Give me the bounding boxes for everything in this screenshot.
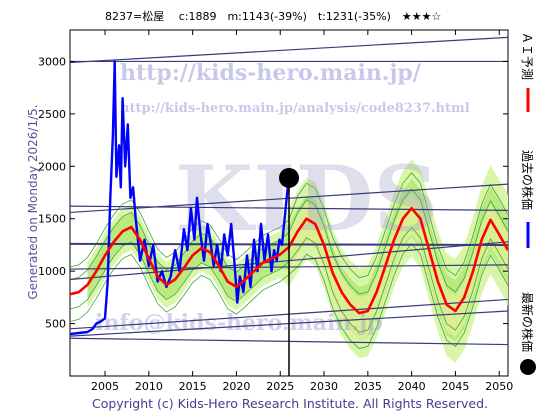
copyright-text: Copyright (c) Kids-Hero Research Institu… xyxy=(92,396,488,411)
trend-line xyxy=(70,36,508,64)
y-tick-label: 1500 xyxy=(38,213,66,226)
y-tick-label: 1000 xyxy=(38,265,66,278)
legend-latest-marker xyxy=(520,359,536,375)
y-tick-label: 2000 xyxy=(38,160,66,173)
x-tick-label: 2030 xyxy=(310,380,338,393)
x-tick-label: 2035 xyxy=(354,380,382,393)
watermark-logo: KIDS xyxy=(175,146,438,252)
x-tick-label: 2015 xyxy=(179,380,207,393)
x-tick-label: 2050 xyxy=(485,380,513,393)
series-past-price xyxy=(70,60,291,336)
y-tick-label: 3000 xyxy=(38,55,66,68)
y-tick-label: 2500 xyxy=(38,108,66,121)
x-tick-label: 2045 xyxy=(441,380,469,393)
legend-past-label: 過去の株価 xyxy=(520,150,535,210)
current-price-marker xyxy=(279,167,299,188)
watermark-url-analysis: http://kids-hero.main.jp/analysis/code82… xyxy=(120,101,470,116)
x-tick-label: 2010 xyxy=(135,380,163,393)
x-tick-label: 2020 xyxy=(222,380,250,393)
x-tick-label: 2025 xyxy=(266,380,294,393)
plot-content: http://kids-hero.main.jp/http://kids-her… xyxy=(70,36,508,376)
generated-date-label: Generated on Monday 2026/1/5. xyxy=(26,104,40,299)
legend-ai-label: ＡＩ予測 xyxy=(520,32,534,80)
legend-latest-label: 最新の株価 xyxy=(520,292,535,352)
y-tick-label: 500 xyxy=(45,318,66,331)
chart-title: 8237=松屋 c:1889 m:1143(-39%) t:1231(-35%)… xyxy=(105,9,441,23)
watermark-url: http://kids-hero.main.jp/ xyxy=(120,60,422,86)
x-tick-label: 2040 xyxy=(398,380,426,393)
x-tick-label: 2005 xyxy=(91,380,119,393)
